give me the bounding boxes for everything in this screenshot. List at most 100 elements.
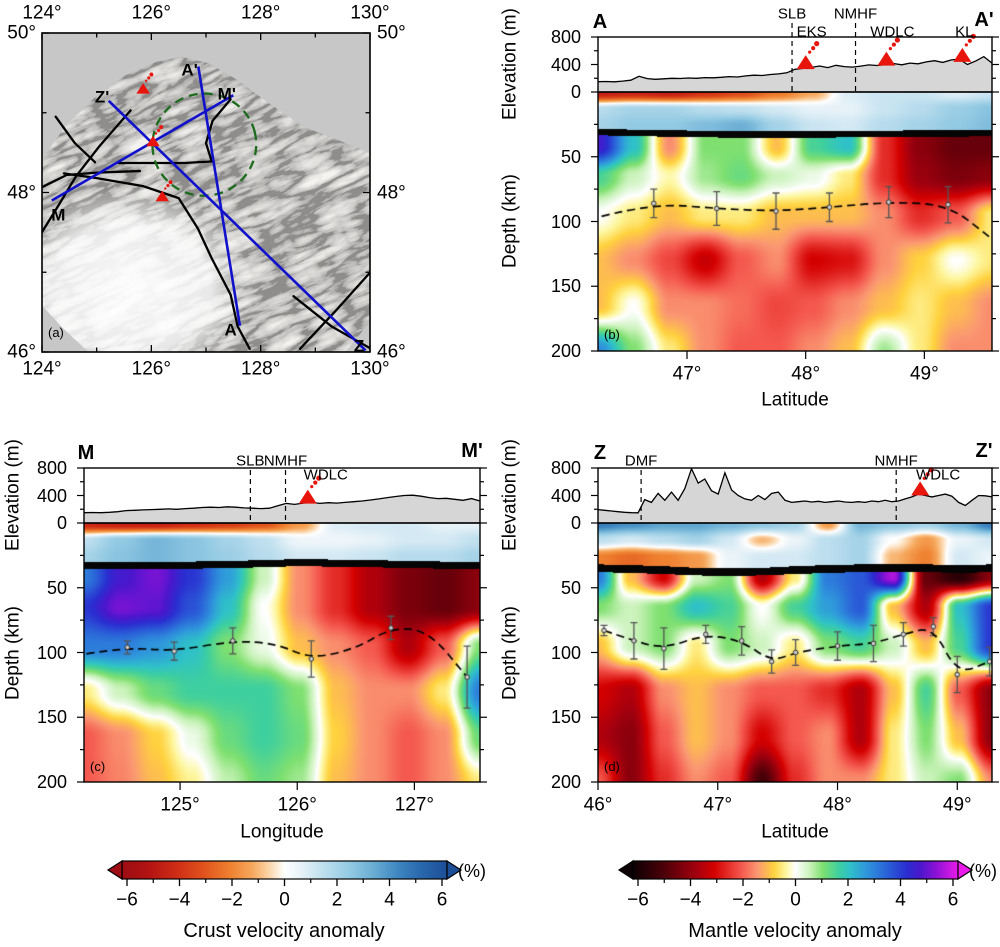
colorbar-tick-label: −2 (221, 889, 243, 911)
depth-axis-label-d: Depth (km) (499, 606, 521, 700)
map-profile-label-Z': Z' (94, 87, 110, 107)
colorbar-crust (106, 859, 463, 886)
velocity-section-canvas-c (84, 523, 480, 782)
x-tick-label: 46° (583, 794, 613, 816)
map-profile-label-A: A (224, 320, 237, 340)
x-tick-label: 127° (394, 794, 435, 816)
profile-start-label-c: M (77, 442, 95, 464)
colorbar-tick-label: 6 (436, 889, 448, 911)
volcano-icon (155, 180, 173, 202)
elevation-profile-line (597, 55, 993, 83)
elev-tick-label: 800 (550, 458, 581, 478)
volcano-label-EKS: EKS (796, 23, 827, 41)
profile-end-label-c: M' (461, 440, 483, 462)
x-axis-title-d: Latitude (761, 821, 829, 843)
elev-tick-label: 400 (550, 485, 581, 506)
colorbar-tick-label: 4 (895, 889, 906, 911)
elev-tick-label: 400 (550, 54, 581, 75)
x-tick-label: 49° (909, 363, 939, 385)
volcano-label-WDLC: WDLC (870, 23, 915, 41)
fault-marker-label-NMHF: NMHF (833, 5, 878, 23)
fault-line-1 (54, 115, 97, 164)
map-x-tick-label-top: 128° (241, 2, 281, 24)
elevation-panel-c (83, 470, 481, 523)
map-x-tick-label-top: 124° (22, 2, 62, 24)
depth-tick-label: 200 (550, 772, 581, 792)
elev-tick-label: 0 (56, 513, 67, 533)
velocity-section-canvas-b (598, 92, 992, 351)
colorbar-right-arrow-icon (446, 859, 463, 881)
depth-tick-label: 50 (560, 577, 581, 598)
x-tick-label: 48° (791, 363, 821, 385)
volcano-icon (136, 72, 154, 94)
colorbar-tick-label: 0 (790, 889, 801, 911)
map-profile-label-M': M' (217, 84, 236, 104)
fault-marker-label-DMF: DMF (624, 452, 658, 470)
elev-tick-label: 800 (36, 458, 67, 478)
elev-tick-label: 0 (570, 82, 581, 102)
profile-line-A-A' (197, 66, 242, 326)
fault-marker-label-SLB: SLB (236, 452, 265, 470)
map-x-tick-label-bottom: 130° (350, 358, 390, 380)
depth-tick-label: 200 (550, 341, 581, 361)
axes-d (591, 467, 999, 790)
colorbar-unit-crust: (%) (458, 861, 486, 881)
fault-line-2 (42, 169, 142, 189)
depth-tick-label: 100 (550, 211, 581, 232)
elevation-axis-label-d: Elevation (m) (499, 439, 521, 551)
profile-end-label-b: A' (974, 9, 994, 31)
profile-line-M-M' (51, 94, 234, 202)
map-x-tick-label-bottom: 128° (241, 358, 281, 380)
colorbar-tick-label: 6 (947, 889, 959, 911)
fault-line-6 (298, 272, 370, 350)
depth-tick-label: 100 (550, 642, 581, 663)
colorbar-title-crust: Crust velocity anomaly (183, 920, 385, 942)
colorbar-gradient-crust (121, 860, 448, 880)
colorbar-title-mantle: Mantle velocity anomaly (688, 920, 902, 942)
elevation-panel-b (597, 23, 993, 92)
map-frame (41, 32, 371, 353)
map-panel (41, 32, 371, 353)
volcano-icon (877, 37, 900, 66)
elevation-profile-fill (598, 468, 992, 523)
volcano-label-WDLC: WDLC (916, 466, 961, 484)
depth-tick-label: 50 (46, 577, 67, 598)
map-y-tick-label-left: 46° (7, 341, 36, 363)
fault-marker-label-NMHF: NMHF (263, 452, 308, 470)
depth-axis-label-c: Depth (km) (2, 606, 24, 700)
map-canvas (42, 33, 370, 352)
colorbar-right-arrow-icon (957, 859, 974, 881)
x-tick-label: 125° (160, 794, 200, 816)
map-y-tick-label-left: 48° (7, 182, 36, 203)
map-y-tick-label-right: 48° (377, 182, 406, 203)
elevation-profile-line (597, 466, 993, 514)
elevation-axis-label-c: Elevation (m) (2, 439, 24, 551)
elev-tick-label: 800 (550, 27, 581, 47)
depth-tick-label: 150 (36, 707, 67, 728)
colorbar-tick-label: −4 (679, 889, 702, 911)
volcano-label-KL: KL (955, 23, 974, 41)
x-tick-label: 48° (823, 794, 852, 816)
elevation-profile-fill (84, 495, 480, 523)
fault-line-4 (62, 172, 251, 350)
panel-tag-c: (c) (90, 759, 106, 774)
colorbar-tick-label: −2 (732, 889, 754, 911)
volcano-icon (796, 41, 820, 70)
panel-tag-a: (a) (48, 325, 64, 340)
x-tick-label: 49° (942, 794, 972, 816)
panel-tag-b: (b) (604, 327, 620, 342)
x-tick-label: 126° (277, 794, 317, 816)
map-x-tick-label-bottom: 124° (22, 358, 62, 380)
elevation-profile-line (83, 494, 481, 514)
depth-tick-label: 100 (36, 642, 67, 663)
x-axis-title-c: Longitude (240, 821, 324, 843)
elevation-panel-d (597, 466, 993, 523)
map-x-tick-label-top: 126° (131, 2, 171, 24)
axes-b (591, 36, 999, 359)
map-profile-label-A': A' (181, 60, 198, 80)
velocity-section-canvas-d (598, 523, 992, 782)
colorbar-tick-label: 2 (842, 889, 854, 911)
map-x-tick-label-bottom: 126° (131, 358, 171, 380)
fault-line-3 (116, 160, 215, 165)
volcano-icon (298, 475, 322, 504)
